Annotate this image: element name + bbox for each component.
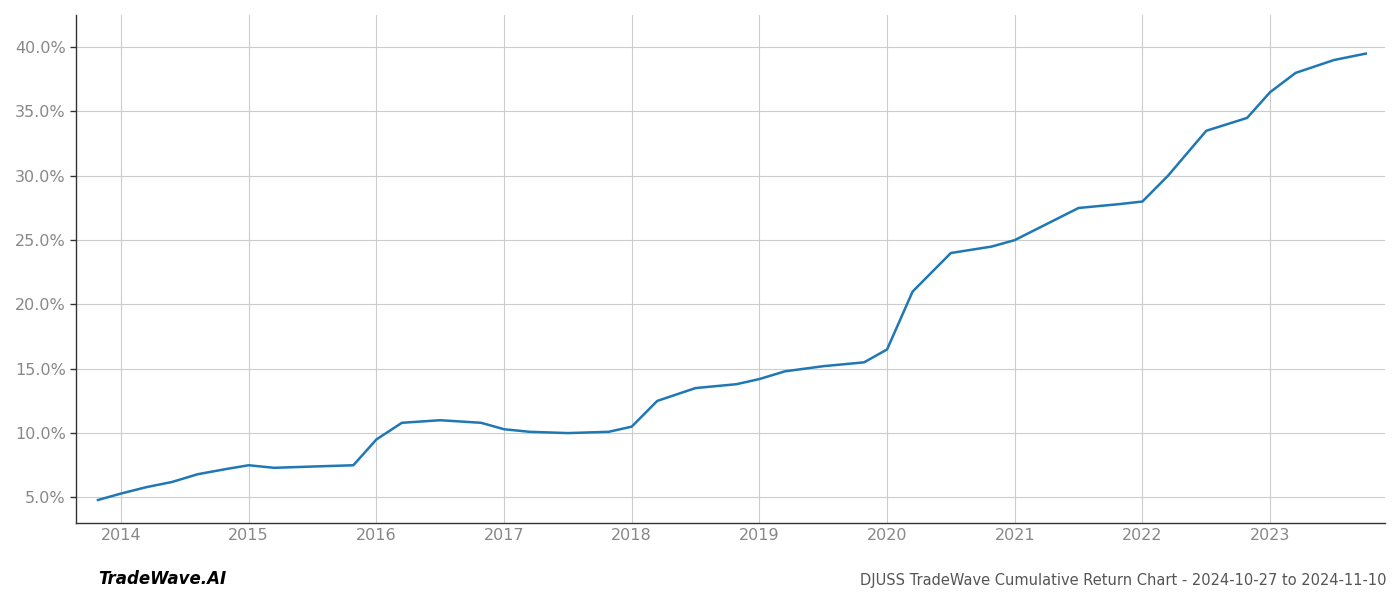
Text: DJUSS TradeWave Cumulative Return Chart - 2024-10-27 to 2024-11-10: DJUSS TradeWave Cumulative Return Chart … <box>860 573 1386 588</box>
Text: TradeWave.AI: TradeWave.AI <box>98 570 227 588</box>
